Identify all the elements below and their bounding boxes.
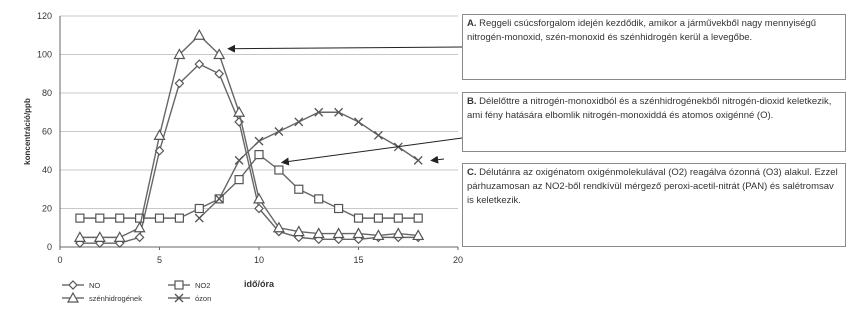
series-2-point-11 [292,225,305,237]
series-2-point-15 [372,229,385,241]
y-tick-label-60: 60 [42,127,52,137]
series-0-point-9 [254,203,264,214]
series-3-point-1 [214,194,224,204]
series-2-point-17 [412,229,425,241]
legend-marker-1 [174,280,184,290]
series-3-point-2 [234,155,244,165]
series-0-point-6 [194,59,205,69]
series-2-point-2 [113,231,126,242]
series-1-point-14 [353,213,364,223]
series-1-point-12 [314,194,324,204]
annotation-box-a: A. Reggeli csúcsforgalom idején kezdődik… [462,14,846,80]
legend-marker-3 [174,293,184,303]
series-2-point-12 [312,227,325,239]
annotation-box-b: B. Délelőttre a nitrogén-monoxidból és a… [462,92,846,152]
series-1-point-13 [334,203,344,214]
series-1-point-17 [413,213,423,223]
series-2-point-16 [392,227,405,239]
series-2-point-14 [352,227,365,239]
x-tick-label-20: 20 [453,255,463,265]
annotation-key-a: A. [467,18,477,29]
annotation-arrows [227,44,463,166]
x-tick-label-0: 0 [57,255,62,265]
series-1-point-5 [174,213,184,223]
series-3-point-7 [334,107,344,117]
series-1-point-9 [254,150,264,160]
annotation-box-c: C. Délutánra az oxigénatom oxigénmolekul… [462,163,846,247]
x-tick-label-15: 15 [353,255,363,265]
series-2-point-7 [213,48,226,60]
series-1-point-2 [115,213,125,223]
legend-label-2: szénhidrogének [89,294,142,303]
y-tick-label-40: 40 [42,165,52,175]
series-2-point-3 [133,221,146,233]
annotation-text-a: Reggeli csúcsforgalom idején kezdődik, a… [467,18,817,43]
series-1-point-16 [393,213,403,223]
series-3-point-11 [413,155,423,165]
series-2-point-0 [73,231,86,242]
series-1-point-1 [95,213,105,223]
x-tick-label-10: 10 [254,255,264,265]
series-1-point-0 [75,213,85,223]
legend-label-3: ózon [195,294,211,303]
series-1-point-6 [194,203,204,214]
series-3-point-8 [354,117,363,127]
series-1-point-15 [373,213,383,223]
legend-label-0: NO [89,281,100,290]
y-axis-label: koncentráció/ppb [23,98,32,165]
series-3-point-4 [274,127,284,136]
series-3-point-9 [373,130,383,140]
series-2-point-10 [272,221,285,233]
series-1-point-4 [154,213,165,223]
y-tick-label-20: 20 [42,204,52,214]
series-2-point-1 [93,231,106,242]
series-3-point-0 [194,213,204,223]
series-2-point-9 [252,192,266,204]
x-axis-label: idő/óra [244,279,275,289]
y-tick-label-80: 80 [42,88,52,98]
series-group [73,29,425,248]
series-3-point-5 [294,117,304,127]
series-2-point-5 [173,48,186,60]
annotation-arrow-b [280,137,463,166]
series-3-line [198,111,419,219]
axes: 0 20 40 60 80 100 120 0 5 10 15 20 idő/óra koncentrác… [23,11,463,289]
series-1-point-8 [234,175,244,185]
series-2-point-13 [332,227,345,239]
annotation-key-c: C. [467,167,477,178]
series-2-line [79,34,419,239]
grid-lines [60,15,458,248]
series-0-point-5 [174,78,185,89]
series-2-point-4 [153,129,166,140]
legend-marker-2 [66,291,80,303]
series-3-point-6 [314,107,324,117]
annotation-text-b: Délelőttre a nitrogén-monoxidból és a sz… [467,96,832,121]
series-0-point-3 [134,232,145,243]
series-2-point-8 [233,106,246,117]
legend-label-1: NO2 [195,281,210,290]
series-2-point-6 [193,29,206,40]
annotation-arrow-a [227,44,463,53]
annotation-arrow-c [430,155,445,164]
series-1-point-11 [294,184,304,194]
x-tick-label-5: 5 [157,255,162,265]
series-0-point-7 [214,68,225,79]
y-tick-label-0: 0 [47,242,52,252]
annotation-key-b: B. [467,96,477,107]
annotation-text-c: Délutánra az oxigénatom oxigénmolekuláva… [467,167,838,206]
legend: NO NO2 szénhidrogének ózon [62,280,211,303]
y-tick-label-120: 120 [37,11,52,21]
y-tick-label-100: 100 [37,50,52,60]
legend-marker-0 [68,280,78,290]
series-1-point-10 [274,165,284,175]
series-3-point-3 [254,136,264,146]
